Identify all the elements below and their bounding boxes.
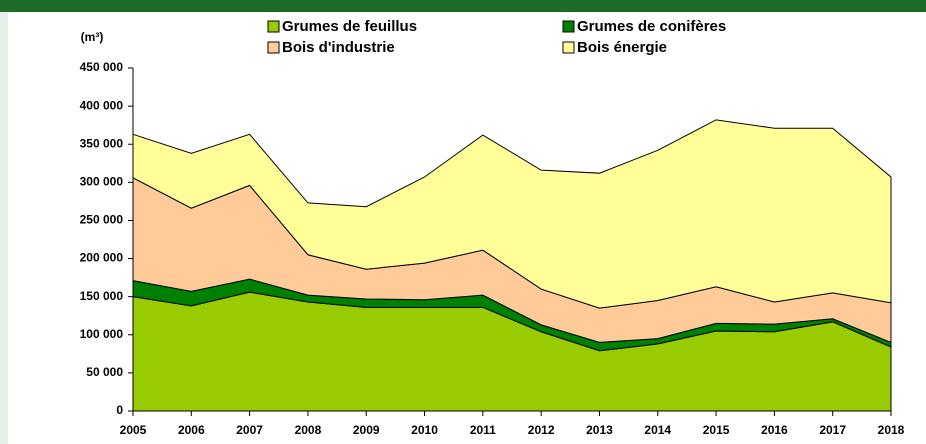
legend-label: Bois énergie [577, 39, 667, 56]
y-tick-label: 350 000 [80, 136, 124, 150]
legend-swatch [562, 20, 575, 33]
y-tick-label: 250 000 [80, 213, 124, 227]
y-tick-label: 100 000 [80, 327, 124, 341]
x-tick-label: 2011 [470, 423, 496, 437]
x-tick-label: 2008 [295, 423, 322, 437]
x-tick-label: 2015 [703, 423, 730, 437]
x-tick-label: 2005 [120, 423, 147, 437]
legend-swatch [267, 20, 280, 33]
x-tick-label: 2009 [353, 423, 380, 437]
y-tick-label: 300 000 [80, 175, 124, 189]
x-tick-label: 2007 [236, 423, 263, 437]
y-tick-label: 150 000 [80, 289, 124, 303]
y-tick-label: 50 000 [86, 365, 123, 379]
legend-swatch [562, 41, 575, 54]
y-tick-label: 450 000 [80, 60, 124, 74]
x-tick-label: 2018 [878, 423, 905, 437]
left-edge [0, 0, 8, 444]
y-tick-label: 0 [116, 403, 123, 417]
legend-label: Bois d'industrie [282, 39, 395, 56]
y-tick-label: 400 000 [80, 98, 124, 112]
x-tick-label: 2016 [761, 423, 788, 437]
x-tick-label: 2013 [586, 423, 613, 437]
legend-label: Grumes de feuillus [282, 18, 417, 35]
legend-label: Grumes de conifères [577, 18, 726, 35]
x-tick-label: 2014 [644, 423, 671, 437]
y-axis-label: (m³) [81, 30, 104, 44]
header-bar [0, 0, 926, 12]
x-tick-label: 2017 [819, 423, 846, 437]
x-tick-label: 2010 [411, 423, 438, 437]
x-tick-label: 2012 [528, 423, 555, 437]
legend-swatch [267, 41, 280, 54]
x-tick-label: 2006 [178, 423, 205, 437]
area [132, 119, 892, 309]
y-tick-label: 200 000 [80, 251, 124, 265]
